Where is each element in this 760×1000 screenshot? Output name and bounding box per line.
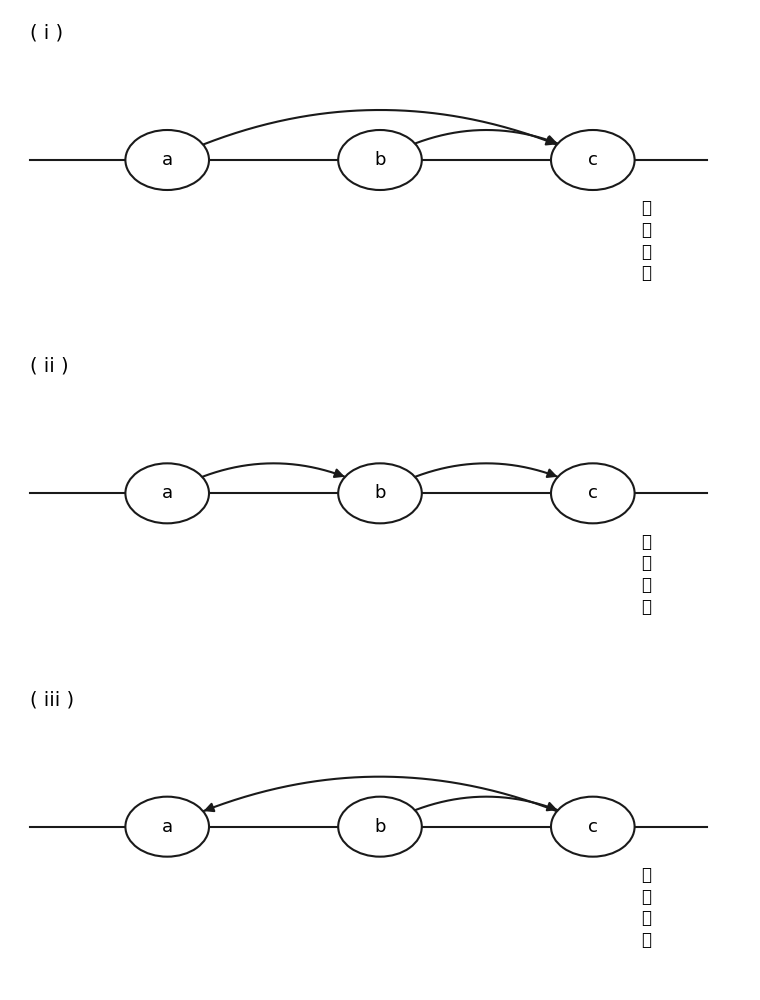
Ellipse shape	[338, 463, 422, 523]
Ellipse shape	[551, 463, 635, 523]
Text: b: b	[374, 484, 386, 502]
Text: 基: 基	[641, 199, 651, 217]
Text: 视: 视	[641, 576, 651, 594]
Text: 准: 准	[641, 888, 651, 906]
Ellipse shape	[338, 130, 422, 190]
Ellipse shape	[125, 463, 209, 523]
Text: ( iii ): ( iii )	[30, 690, 74, 709]
Text: a: a	[162, 818, 173, 836]
Text: ( i ): ( i )	[30, 23, 64, 42]
Text: c: c	[588, 151, 597, 169]
Text: 基: 基	[641, 533, 651, 551]
Text: 点: 点	[641, 264, 651, 282]
Text: 基: 基	[641, 866, 651, 884]
Text: b: b	[374, 818, 386, 836]
Text: a: a	[162, 484, 173, 502]
Text: 点: 点	[641, 931, 651, 949]
Text: ( ii ): ( ii )	[30, 357, 69, 376]
Ellipse shape	[551, 797, 635, 857]
Text: c: c	[588, 818, 597, 836]
Ellipse shape	[125, 797, 209, 857]
Text: 视: 视	[641, 909, 651, 927]
Ellipse shape	[125, 130, 209, 190]
Text: a: a	[162, 151, 173, 169]
Text: c: c	[588, 484, 597, 502]
Text: 视: 视	[641, 243, 651, 261]
Text: 准: 准	[641, 554, 651, 572]
Text: 点: 点	[641, 598, 651, 616]
Text: 准: 准	[641, 221, 651, 239]
Ellipse shape	[551, 130, 635, 190]
Text: b: b	[374, 151, 386, 169]
Ellipse shape	[338, 797, 422, 857]
